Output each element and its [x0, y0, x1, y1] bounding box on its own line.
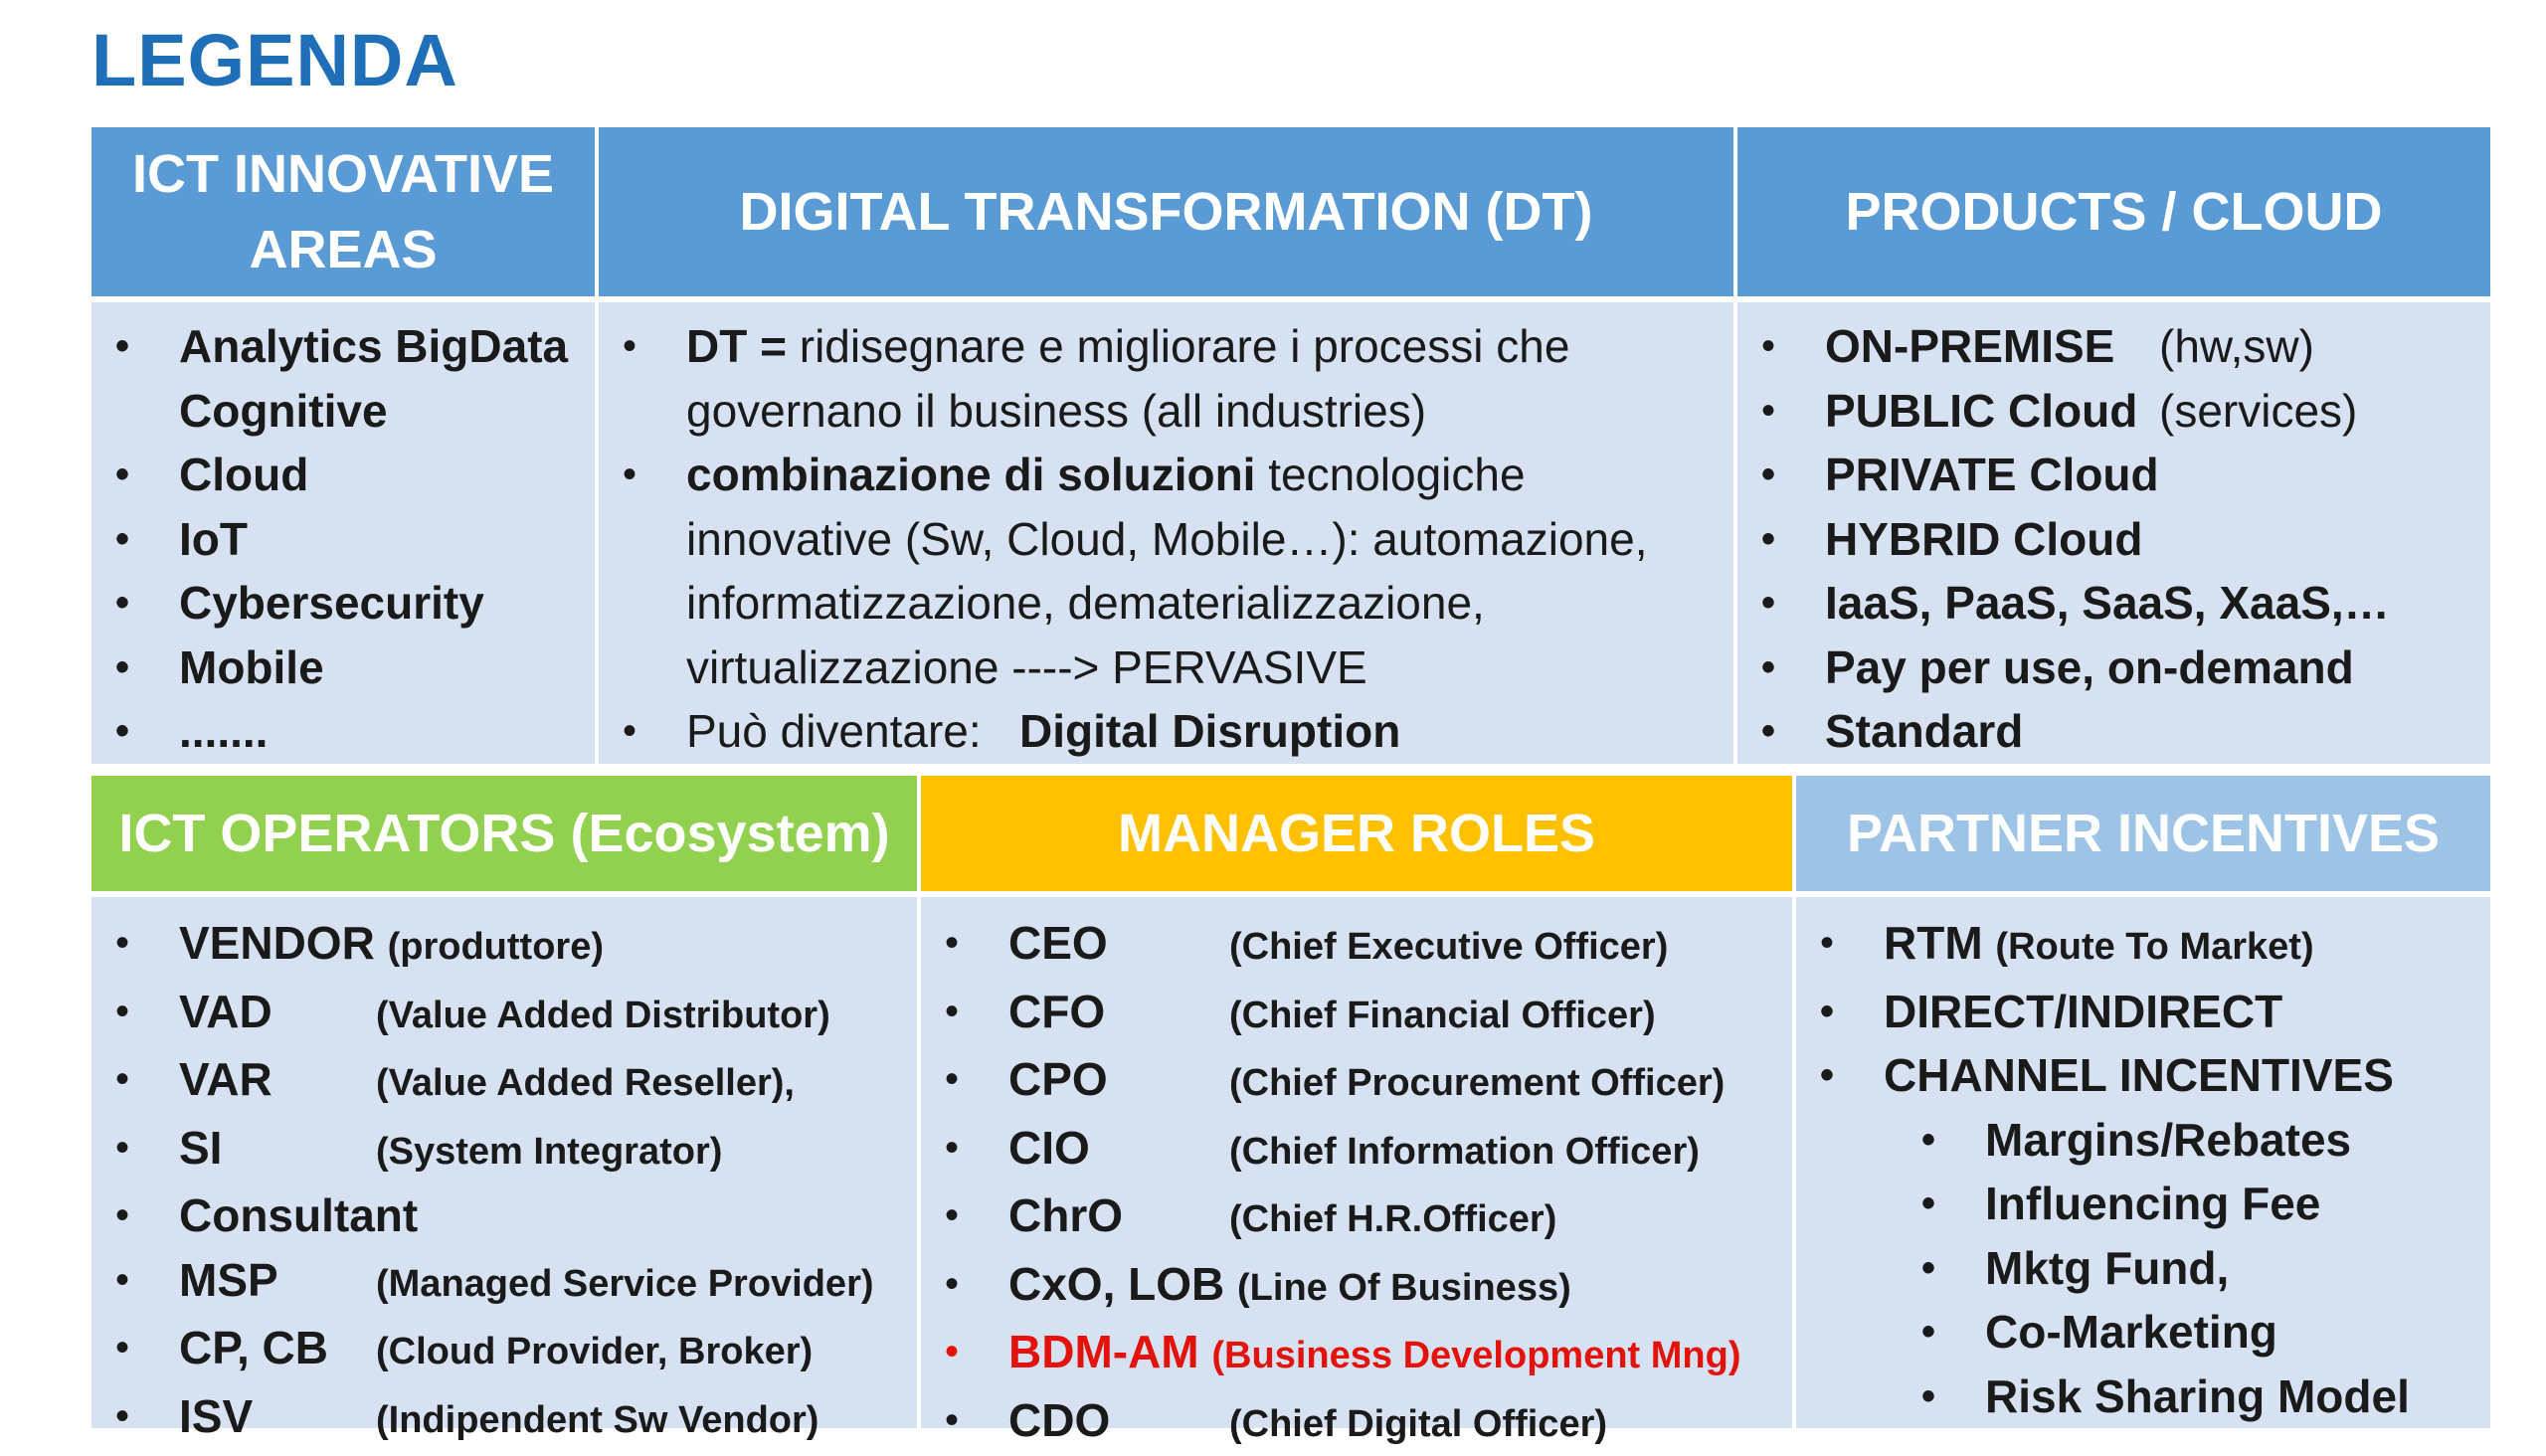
cell-products-cloud: ON-PREMISE(hw,sw) PUBLIC Cloud(services)…: [1737, 296, 2490, 764]
list-item: CEO(Chief Executive Officer): [939, 911, 1782, 980]
sub-list-item: Margins/Rebates: [1814, 1108, 2480, 1173]
list-item: PRIVATE Cloud: [1755, 443, 2480, 507]
list-item: combinazione di soluzioni tecnologiche i…: [617, 443, 1724, 699]
cell-digital-transformation: DT = ridisegnare e migliorare i processi…: [599, 296, 1737, 764]
list-item: Mobile: [109, 636, 585, 700]
list-item: PUBLIC Cloud(services): [1755, 379, 2480, 444]
list-item: CPO(Chief Procurement Officer): [939, 1047, 1782, 1116]
list-item: CFO(Chief Financial Officer): [939, 980, 1782, 1048]
list-item: MSP(Managed Service Provider): [109, 1248, 907, 1317]
list-item: VAR(Value Added Reseller),: [109, 1047, 907, 1116]
list-item: Cloud: [109, 443, 585, 507]
list-item: ChrO(Chief H.R.Officer): [939, 1183, 1782, 1252]
header-partner-incentives: PARTNER INCENTIVES: [1796, 776, 2490, 891]
sub-list-item: Mktg Fund,: [1814, 1236, 2480, 1301]
list-item: SI(System Integrator): [109, 1116, 907, 1184]
list-item: HYBRID Cloud: [1755, 507, 2480, 572]
list-item-highlighted: BDM-AM (Business Development Mng): [939, 1320, 1782, 1388]
header-ict-operators: ICT OPERATORS (Ecosystem): [91, 776, 921, 891]
list-item: VENDOR (produttore): [109, 911, 907, 980]
list-item: DT = ridisegnare e migliorare i processi…: [617, 314, 1724, 443]
cell-manager-roles: CEO(Chief Executive Officer) CFO(Chief F…: [921, 891, 1796, 1428]
list-item: CP, CB(Cloud Provider, Broker): [109, 1316, 907, 1384]
list-item: Può diventare: Digital Disruption: [617, 699, 1724, 764]
list-item: CHANNEL INCENTIVES: [1814, 1043, 2480, 1108]
header-manager-roles: MANAGER ROLES: [921, 776, 1796, 891]
cell-ict-operators: VENDOR (produttore) VAD(Value Added Dist…: [91, 891, 921, 1428]
header-products-cloud: PRODUCTS / CLOUD: [1737, 127, 2490, 296]
list-item: ON-PREMISE(hw,sw): [1755, 314, 2480, 379]
page-title: LEGENDA: [91, 18, 458, 102]
sub-list-item: Risk Sharing Model: [1814, 1365, 2480, 1429]
list-item: ISV(Indipendent Sw Vendor): [109, 1384, 907, 1453]
list-item: Cybersecurity: [109, 571, 585, 636]
bottom-table: ICT OPERATORS (Ecosystem) MANAGER ROLES …: [91, 776, 2490, 1428]
list-item: .......: [109, 699, 585, 764]
list-item: Standard: [1755, 699, 2480, 764]
list-item: DIRECT/INDIRECT: [1814, 980, 2480, 1044]
sub-list-item: Co-Marketing: [1814, 1300, 2480, 1365]
list-item: Pay per use, on-demand: [1755, 636, 2480, 700]
header-ict-innovative-areas: ICT INNOVATIVE AREAS: [91, 127, 599, 296]
list-item: VAD(Value Added Distributor): [109, 980, 907, 1048]
header-digital-transformation: DIGITAL TRANSFORMATION (DT): [599, 127, 1737, 296]
list-item: CDO(Chief Digital Officer): [939, 1388, 1782, 1456]
list-item: IaaS, PaaS, SaaS, XaaS,…: [1755, 571, 2480, 636]
list-item: IoT: [109, 507, 585, 572]
list-item: RTM (Route To Market): [1814, 911, 2480, 980]
sub-list-item: Influencing Fee: [1814, 1172, 2480, 1236]
top-table: ICT INNOVATIVE AREAS DIGITAL TRANSFORMAT…: [91, 127, 2490, 764]
list-item: CxO, LOB (Line Of Business): [939, 1252, 1782, 1321]
cell-partner-incentives: RTM (Route To Market) DIRECT/INDIRECT CH…: [1796, 891, 2490, 1428]
list-item: Consultant: [109, 1183, 907, 1248]
list-item: CIO(Chief Information Officer): [939, 1116, 1782, 1184]
